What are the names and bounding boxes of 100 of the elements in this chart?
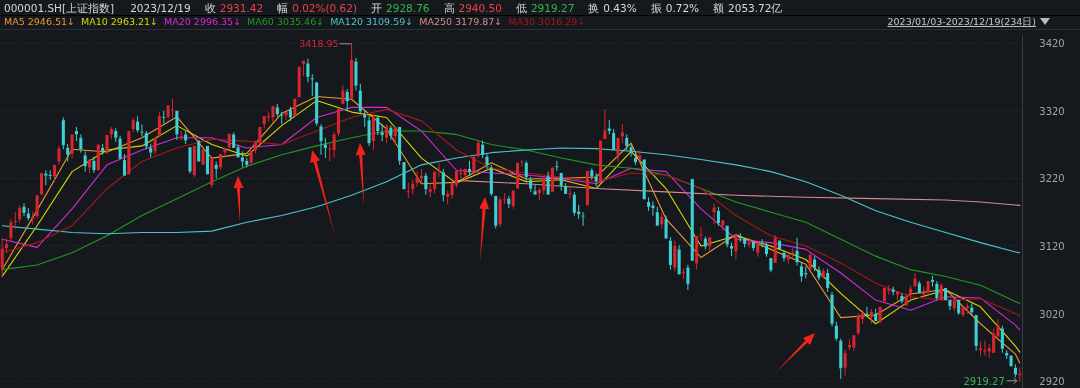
candlestick — [175, 110, 179, 141]
candlestick — [655, 206, 659, 226]
candlestick — [328, 144, 332, 162]
candlestick — [1005, 349, 1009, 360]
candlestick — [616, 137, 620, 162]
candlestick — [236, 144, 240, 158]
candlestick — [874, 308, 878, 322]
candlestick — [157, 111, 161, 137]
candlestick — [607, 119, 611, 135]
candlestick — [118, 135, 122, 159]
text: MA5 — [4, 16, 25, 27]
candlestick — [529, 176, 533, 193]
candlestick — [253, 139, 258, 154]
text: 3035.46↓ — [276, 16, 325, 27]
text: MA20 — [164, 16, 191, 27]
candlestick — [585, 170, 589, 206]
candlestick — [843, 348, 847, 377]
line-series — [1, 147, 1021, 254]
candlestick — [625, 133, 629, 151]
text: 2946.51↓ — [27, 16, 75, 27]
candlestick — [197, 140, 201, 162]
candlestick — [446, 190, 450, 205]
text: MA10 — [81, 16, 108, 27]
candlestick — [799, 262, 803, 283]
candlestick — [363, 110, 367, 128]
candlestick — [948, 300, 952, 311]
candlestick — [240, 150, 244, 169]
candlestick — [581, 211, 585, 227]
candlestick — [786, 250, 790, 265]
text: 2996.35↓ — [193, 16, 242, 27]
candlestick — [105, 135, 109, 155]
candlestick — [481, 139, 485, 159]
candlestick — [9, 218, 13, 242]
candlestick — [747, 237, 751, 248]
candlestick — [223, 147, 227, 158]
candlestick — [830, 291, 834, 327]
candlestick — [53, 164, 57, 183]
candlestick — [992, 327, 996, 353]
candlestick — [730, 242, 734, 257]
candlestick — [1009, 355, 1013, 367]
candlestick — [393, 126, 397, 146]
candlestick — [603, 108, 607, 140]
candlestick — [192, 145, 196, 178]
candlestick — [201, 149, 205, 165]
candlestick — [524, 160, 528, 182]
candlestick — [297, 66, 301, 98]
candlestick — [795, 237, 799, 267]
candlestick — [284, 112, 288, 121]
candlestick — [599, 140, 603, 182]
candlestick — [716, 206, 720, 227]
candlestick — [275, 103, 279, 118]
candlestick — [533, 184, 537, 195]
annotation: 3418.95 — [299, 38, 339, 50]
candlestick — [463, 168, 467, 182]
candlestick — [677, 244, 681, 275]
candlestick — [839, 338, 843, 380]
candlestick — [751, 241, 755, 252]
candlestick — [690, 179, 694, 261]
candlestick — [310, 73, 314, 97]
candlestick — [467, 160, 472, 177]
text: 2963.21↓ — [110, 16, 159, 27]
candlestick — [756, 242, 760, 258]
candlestick — [559, 172, 563, 192]
candlestick — [96, 144, 100, 171]
candlestick — [205, 145, 209, 175]
candlestick — [245, 157, 249, 169]
candlestick — [219, 154, 223, 171]
candlestick — [114, 127, 118, 143]
candlestick — [642, 159, 646, 200]
candlestick — [651, 200, 655, 217]
candlestick — [909, 285, 913, 300]
candlestick — [302, 60, 306, 77]
candlestick — [568, 185, 572, 200]
candlestick — [323, 137, 327, 159]
candlestick — [647, 196, 651, 212]
candlestick — [57, 145, 61, 166]
candlestick — [210, 158, 214, 189]
candlestick — [769, 258, 773, 273]
candlestick — [808, 252, 812, 270]
candlestick — [74, 126, 78, 142]
y-tick-label: 3220 — [1039, 173, 1065, 185]
candlestick — [516, 162, 520, 189]
candlestick — [572, 191, 576, 217]
text: MA250 — [419, 16, 453, 27]
candlestick — [856, 313, 860, 336]
candlestick — [367, 115, 371, 147]
candlestick — [594, 172, 598, 187]
text: MA120 — [330, 16, 363, 27]
y-tick-label: 3320 — [1039, 105, 1065, 117]
candlestick — [354, 57, 358, 91]
candlestick — [31, 211, 35, 225]
candlestick — [214, 160, 218, 179]
y-tick-label: 3420 — [1039, 38, 1065, 50]
text: MA30 — [508, 16, 536, 27]
candlestick — [957, 300, 961, 316]
candlestick — [122, 153, 126, 176]
candlestick — [371, 113, 375, 151]
candlestick — [734, 234, 738, 261]
candlestick — [92, 156, 96, 174]
candlestick — [271, 106, 275, 124]
